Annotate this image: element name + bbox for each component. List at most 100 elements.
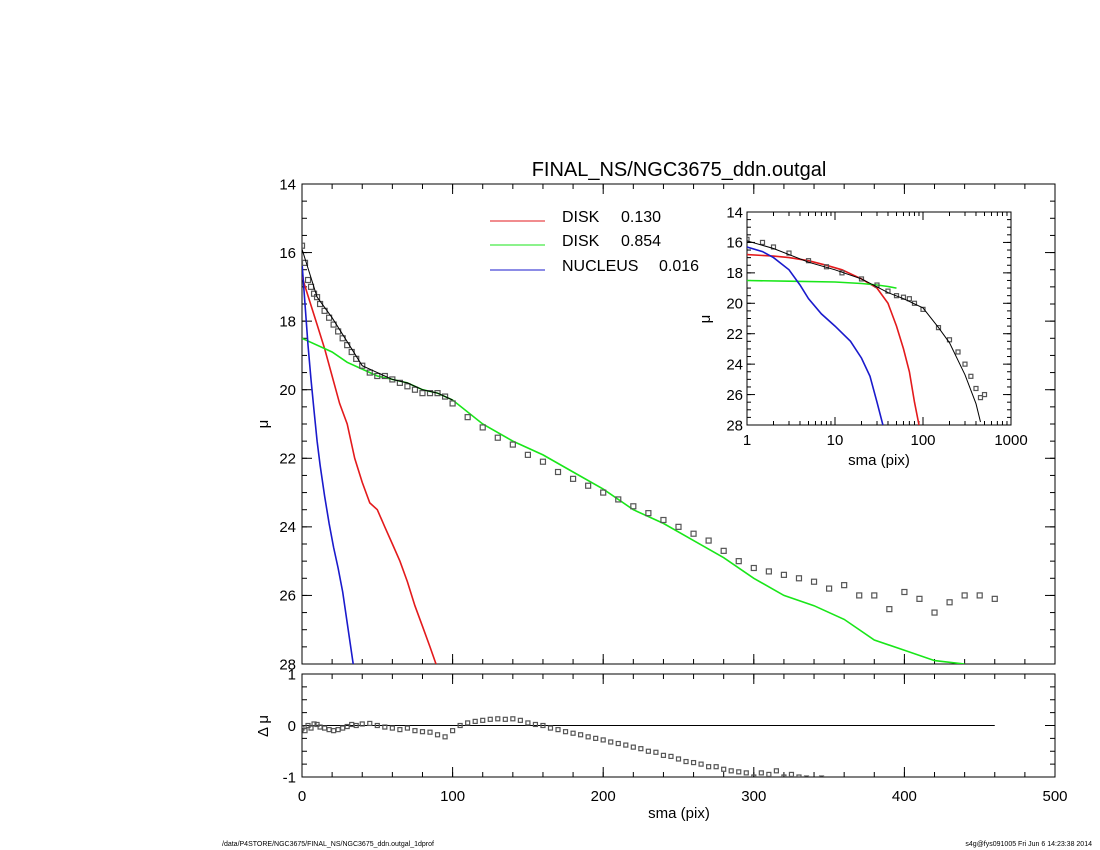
x-tick-label: 500 [1042,788,1067,805]
data-point-observed [886,606,893,613]
data-point-residual [645,748,651,754]
data-point-residual [743,770,749,776]
data-point-residual [457,722,463,729]
data-point-observed [509,441,516,448]
data-point-residual [623,742,629,748]
data-point-residual [690,759,697,766]
data-point-observed [313,294,321,301]
residual-ticks: 0 100 200 300 400 500-101 [283,666,1068,805]
data-point-residual [450,728,456,734]
data-point-observed [841,582,848,589]
data-point-observed [304,276,312,284]
data-point-observed [825,585,833,592]
y-tick-label: 20 [279,382,296,399]
data-point-observed [660,516,667,524]
data-point-observed [366,369,373,376]
series-line-disk-0-130 [302,276,437,664]
data-point-observed [906,296,912,302]
x-tick-label: 400 [892,788,917,805]
data-point-residual [502,716,508,722]
data-point-residual [397,727,403,733]
legend-label-disk-1: DISK [562,209,600,226]
main-title: FINAL_NS/NGC3675_ddn.outgal [532,159,827,181]
data-point-observed [750,564,757,572]
series-line-model [302,248,453,401]
x-tick-label: 200 [591,788,616,805]
data-point-observed [307,283,315,290]
data-point-residual [532,721,539,728]
data-point-residual [736,769,742,775]
data-point-residual [773,768,779,774]
data-point-residual [344,723,350,730]
data-point-observed [494,434,501,441]
data-point-residual [721,766,727,772]
x-tick-label: 0 [298,788,306,805]
data-point-residual [389,725,395,731]
data-point-residual [555,727,561,733]
residual-plot: 0 100 200 300 400 500-101 sma (pix) Δ μ [255,666,1068,822]
y-tick-label: -1 [283,769,296,786]
data-point-observed [705,537,712,544]
data-point-observed [720,547,727,554]
y-tick-label: 16 [279,245,296,262]
data-point-observed [955,349,961,355]
y-tick-label: 26 [279,588,296,605]
data-point-observed [359,362,366,369]
data-point-residual [359,721,365,727]
data-point-residual [480,717,486,723]
data-point-residual [562,729,569,735]
data-point-residual [766,771,772,777]
data-point-residual [302,728,308,734]
legend-value-disk-1: 0.130 [621,209,661,226]
y-tick-label: 28 [726,417,743,434]
data-point-residual [698,761,704,767]
data-point-observed [381,372,388,380]
data-point-observed [389,376,396,383]
series-line-nucleus-0-016 [747,246,884,425]
data-point-observed [765,568,772,575]
data-point-observed [858,276,865,282]
y-tick-label: 22 [726,326,743,343]
data-point-residual [593,735,599,741]
data-point-observed [690,530,697,537]
data-point-residual [517,717,523,723]
data-point-observed [600,489,607,496]
data-point-residual [382,724,388,730]
data-point-residual [600,737,606,743]
data-point-observed [977,395,984,401]
data-point-residual [818,775,825,777]
data-point-observed [901,588,908,596]
data-point-residual [465,720,471,726]
residual-series [302,716,995,777]
data-point-residual [751,774,757,777]
data-point-residual [367,720,373,727]
inset-plot: 1 10 100 1000 14 16 18 20 22 24 26 28 sma (pix) μ [697,204,1028,469]
data-point-residual [608,739,614,745]
data-point-observed [464,414,471,421]
data-point-observed [968,373,974,379]
data-point-observed [441,393,449,400]
y-tick-label: 26 [726,387,743,404]
main-ticks: 14 16 18 20 22 24 26 28 [279,176,1056,673]
data-point-residual [585,734,591,740]
y-tick-label: 24 [726,356,743,373]
main-series [302,242,998,664]
data-point-residual [638,746,644,752]
data-point-residual [321,725,328,731]
data-point-observed [434,390,441,397]
data-point-residual [412,728,418,734]
data-point-observed [780,571,788,578]
data-point-residual [525,720,531,726]
data-point-observed [795,575,803,582]
data-point-residual [811,776,817,777]
data-point-residual [331,728,337,734]
data-point-residual [728,768,734,774]
data-point-observed [675,523,682,530]
series-line-disk-0-854 [747,279,897,289]
data-point-observed [961,592,968,599]
data-point-observed [991,595,998,602]
y-tick-label: 20 [726,296,743,313]
data-point-residual [308,725,314,731]
data-point-residual [547,725,554,731]
